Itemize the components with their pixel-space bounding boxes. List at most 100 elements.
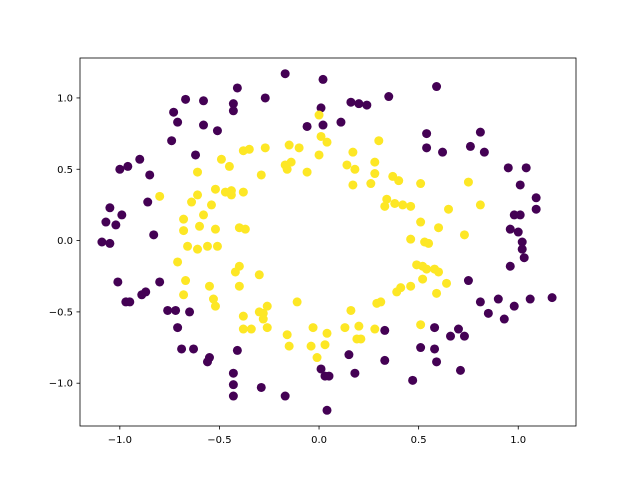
scatter-point <box>179 290 189 300</box>
scatter-point <box>434 267 444 277</box>
scatter-point <box>442 278 452 288</box>
scatter-point <box>432 82 442 92</box>
scatter-point <box>446 331 456 341</box>
scatter-point <box>432 288 442 298</box>
scatter-point <box>380 201 390 211</box>
scatter-point <box>202 357 212 367</box>
scatter-point <box>228 106 238 116</box>
scatter-point <box>254 307 264 317</box>
scatter-point <box>254 270 264 280</box>
scatter-point <box>282 330 292 340</box>
y-tick-label: 0.5 <box>57 165 73 176</box>
scatter-point <box>193 190 203 200</box>
scatter-point <box>316 364 326 374</box>
scatter-point <box>392 287 402 297</box>
scatter-point <box>173 323 183 333</box>
scatter-point <box>342 160 352 170</box>
scatter-point <box>465 141 475 151</box>
scatter-point <box>406 281 416 291</box>
scatter-point <box>169 107 179 117</box>
scatter-point <box>226 190 236 200</box>
scatter-point <box>145 170 155 180</box>
scatter-point <box>280 391 290 401</box>
scatter-point <box>314 110 324 120</box>
y-tick-label: −0.5 <box>49 307 73 318</box>
scatter-point <box>228 99 238 109</box>
scatter-point <box>408 375 418 385</box>
scatter-point <box>238 311 248 321</box>
scatter-point <box>320 340 330 350</box>
scatter-point <box>418 274 428 284</box>
scatter-point <box>302 121 312 131</box>
scatter-point <box>479 147 489 157</box>
scatter-point <box>318 74 328 84</box>
scatter-point <box>173 117 183 127</box>
scatter-point <box>322 137 332 147</box>
scatter-point <box>117 210 127 220</box>
scatter-point <box>179 226 189 236</box>
scatter-point <box>238 324 248 334</box>
scatter-point <box>406 201 416 211</box>
scatter-point <box>240 224 250 234</box>
scatter-point <box>282 164 292 174</box>
scatter-point <box>521 163 531 173</box>
scatter-point <box>155 191 165 201</box>
scatter-point <box>234 281 244 291</box>
x-tick-label: 0.5 <box>411 435 427 446</box>
scatter-point <box>430 344 440 354</box>
scatter-point <box>216 154 226 164</box>
scatter-point <box>262 301 272 311</box>
scatter-point <box>258 314 268 324</box>
scatter-point <box>143 197 153 207</box>
scatter-point <box>346 305 356 315</box>
scatter-point <box>230 267 240 277</box>
scatter-point <box>531 204 541 214</box>
scatter-point <box>318 120 328 130</box>
scatter-point <box>232 83 242 93</box>
scatter-point <box>499 314 509 324</box>
scatter-point <box>232 345 242 355</box>
scatter-point <box>384 92 394 102</box>
scatter-point <box>210 301 220 311</box>
scatter-point <box>434 223 444 233</box>
scatter-point <box>503 163 513 173</box>
scatter-point <box>302 167 312 177</box>
scatter-point <box>372 298 382 308</box>
scatter-point <box>463 177 473 187</box>
scatter-point <box>280 69 290 79</box>
scatter-point <box>115 164 125 174</box>
scatter-point <box>493 294 503 304</box>
scatter-point <box>224 161 234 171</box>
scatter-point <box>177 344 187 354</box>
scatter-point <box>430 323 440 333</box>
scatter-point <box>432 357 442 367</box>
scatter-point <box>187 197 197 207</box>
scatter-point <box>306 341 316 351</box>
y-tick-label: 1.0 <box>57 93 73 104</box>
scatter-point <box>316 103 326 113</box>
scatter-point <box>424 238 434 248</box>
scatter-point <box>340 323 350 333</box>
scatter-point <box>463 276 473 286</box>
scatter-point <box>394 176 404 186</box>
scatter-point <box>316 131 326 141</box>
axes-frame <box>79 57 577 427</box>
scatter-point <box>475 297 485 307</box>
scatter-point <box>149 230 159 240</box>
scatter-point <box>346 97 356 107</box>
scatter-point <box>284 341 294 351</box>
scatter-point <box>292 297 302 307</box>
x-tick-label: −1.0 <box>108 435 132 446</box>
scatter-point <box>185 307 195 317</box>
scatter-point <box>370 324 380 334</box>
scatter-point <box>416 343 426 353</box>
scatter-point <box>171 305 181 315</box>
scatter-point <box>193 167 203 177</box>
scatter-point <box>505 224 515 234</box>
y-tick-label: 0.0 <box>57 236 73 247</box>
scatter-point <box>228 391 238 401</box>
scatter-point <box>531 193 541 203</box>
scatter-point <box>137 290 147 300</box>
scatter-point <box>350 164 360 174</box>
